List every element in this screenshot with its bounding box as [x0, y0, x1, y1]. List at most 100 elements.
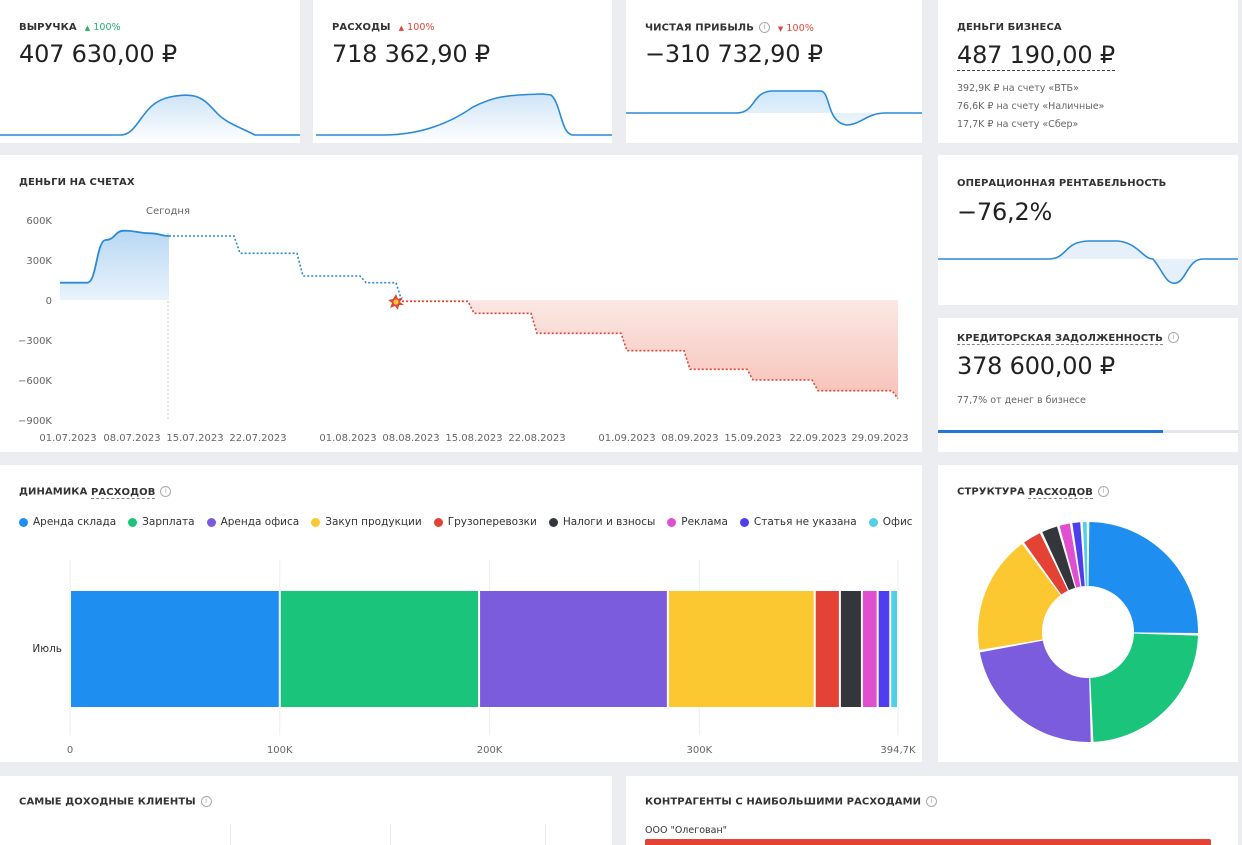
x-tick-label: 01.07.2023	[39, 433, 96, 444]
today-label: Сегодня	[146, 206, 190, 217]
x-tick-label: 01.09.2023	[598, 433, 655, 444]
donut-slice[interactable]	[1090, 633, 1198, 742]
donut-slice[interactable]	[1024, 533, 1068, 595]
bar-segment[interactable]	[878, 591, 890, 707]
legend-item[interactable]: Зарплата	[128, 516, 195, 528]
dynamics-title-prefix: ДИНАМИКА	[19, 486, 91, 498]
bar-segment[interactable]	[840, 591, 861, 707]
legend-label: Налоги и взносы	[562, 516, 656, 528]
top-clients-title: САМЫЕ ДОХОДНЫЕ КЛИЕНТЫ i	[19, 796, 212, 808]
info-icon[interactable]: i	[1097, 486, 1109, 497]
legend-item[interactable]: Аренда офиса	[206, 516, 299, 528]
bar-segment[interactable]	[891, 591, 897, 707]
payables-progress-track	[938, 430, 1238, 433]
bar-segment[interactable]	[280, 591, 479, 707]
donut-slice[interactable]	[979, 640, 1091, 742]
bar-segment[interactable]	[815, 591, 839, 707]
donut-slice[interactable]	[978, 544, 1061, 650]
profit-title-text: ЧИСТАЯ ПРИБЫЛЬ	[645, 22, 754, 34]
profit-title: ЧИСТАЯ ПРИБЫЛЬ i ▼ 100%	[645, 22, 814, 34]
operating-margin-sparkline	[938, 240, 1238, 284]
x-tick-label: 15.09.2023	[724, 433, 781, 444]
donut-slice[interactable]	[1042, 526, 1076, 591]
x-tick-label: 22.08.2023	[508, 433, 565, 444]
balance-chart: 600K 300K 0 −300K −600K −900K 01.07.2023 08.07…	[18, 206, 909, 444]
expenses-title: РАСХОДЫ ▲ 100%	[332, 22, 435, 33]
revenue-title-text: ВЫРУЧКА	[19, 22, 77, 33]
dynamics-title: ДИНАМИКА РАСХОДОВ i	[19, 486, 172, 499]
structure-donut	[978, 522, 1199, 742]
payables-title-link[interactable]: КРЕДИТОРСКАЯ ЗАДОЛЖЕННОСТЬ	[957, 332, 1163, 345]
legend-dot	[19, 517, 28, 527]
row-label: Июль	[32, 643, 62, 655]
revenue-change: ▲ 100%	[85, 22, 121, 33]
legend-dot	[739, 517, 749, 527]
y-tick-label: −300K	[18, 336, 52, 347]
y-tick-label: 600K	[26, 216, 52, 227]
expenses-sparkline	[316, 93, 612, 143]
info-icon[interactable]: i	[160, 486, 172, 497]
profit-change: ▼ 100%	[778, 23, 814, 34]
x-tick-label: 15.07.2023	[166, 433, 223, 444]
donut-slice[interactable]	[1059, 523, 1081, 588]
negative-forecast-area	[402, 300, 898, 399]
x-tick-label: 100K	[267, 745, 293, 756]
operating-margin-card[interactable]: ОПЕРАЦИОННАЯ РЕНТАБЕЛЬНОСТЬ −76,2%	[938, 155, 1238, 305]
donut-slice[interactable]	[1082, 522, 1088, 587]
x-tick-label: 22.09.2023	[789, 433, 846, 444]
top-clients-title-text: САМЫЕ ДОХОДНЫЕ КЛИЕНТЫ	[19, 796, 196, 808]
x-tick-label: 29.09.2023	[851, 433, 908, 444]
legend-item[interactable]: Аренда склада	[19, 516, 116, 528]
legend-item[interactable]: Реклама	[667, 516, 728, 528]
arrow-up-icon: ▲	[84, 24, 91, 32]
info-icon[interactable]: i	[200, 796, 212, 807]
money-value[interactable]: 487 190,00 ₽	[957, 41, 1115, 71]
donut-slice[interactable]	[1088, 522, 1199, 633]
revenue-sparkline	[0, 94, 300, 143]
legend-dot	[868, 517, 878, 527]
dynamics-chart: 0 100K 200K 300K 394,7K Июль	[32, 560, 916, 756]
legend-item[interactable]: Закуп продукции	[311, 516, 422, 528]
balance-card: ДЕНЬГИ НА СЧЕТАХ 600K 300K 0 −300K −600K −900…	[0, 155, 922, 452]
grid-line	[230, 824, 231, 845]
money-card[interactable]: ДЕНЬГИ БИЗНЕСА 487 190,00 ₽ 392,9K ₽ на …	[938, 0, 1238, 143]
x-tick-label: 01.08.2023	[319, 433, 376, 444]
legend-label: Статья не указана	[753, 516, 857, 528]
vendor-name[interactable]: ООО "Олегован"	[645, 825, 728, 836]
operating-margin-value: −76,2%	[957, 198, 1053, 226]
x-tick-label: 300K	[687, 745, 713, 756]
revenue-change-value: 100%	[93, 22, 121, 33]
info-icon[interactable]: i	[1167, 332, 1179, 343]
expenses-card[interactable]: РАСХОДЫ ▲ 100% 718 362,90 ₽	[313, 0, 612, 143]
legend-item[interactable]: Статья не указана	[739, 516, 857, 528]
info-icon[interactable]: i	[926, 796, 938, 807]
bar-segment[interactable]	[668, 591, 814, 707]
legend-item[interactable]: Налоги и взносы	[548, 516, 656, 528]
bar-segment[interactable]	[71, 591, 279, 707]
x-tick-label: 15.08.2023	[445, 433, 502, 444]
expenses-value: 718 362,90 ₽	[332, 40, 490, 68]
legend-label: Реклама	[681, 516, 728, 528]
revenue-title: ВЫРУЧКА ▲ 100%	[19, 22, 121, 33]
legend-item[interactable]: Грузоперевозки	[433, 516, 537, 528]
bar-segment[interactable]	[480, 591, 667, 707]
vendor-bar[interactable]	[645, 839, 1211, 845]
bar-segment[interactable]	[862, 591, 877, 707]
top-vendors-title: КОНТРАГЕНТЫ С НАИБОЛЬШИМИ РАСХОДАМИ i	[645, 796, 938, 808]
profit-change-value: 100%	[786, 22, 814, 34]
legend-dot	[311, 517, 321, 527]
profit-card[interactable]: ЧИСТАЯ ПРИБЫЛЬ i ▼ 100% −310 732,90 ₽	[626, 0, 922, 143]
dynamics-title-link[interactable]: РАСХОДОВ	[91, 486, 156, 499]
payables-value: 378 600,00 ₽	[957, 352, 1115, 380]
info-icon[interactable]: i	[758, 22, 770, 33]
expense-legend: Аренда склада Зарплата Аренда офиса Закуп п…	[19, 516, 913, 528]
revenue-card[interactable]: ВЫРУЧКА ▲ 100% 407 630,00 ₽	[0, 0, 300, 143]
balance-title: ДЕНЬГИ НА СЧЕТАХ	[19, 177, 135, 188]
legend-label: Офис	[882, 516, 913, 528]
payables-card[interactable]: КРЕДИТОРСКАЯ ЗАДОЛЖЕННОСТЬ i 378 600,00 ₽…	[938, 318, 1238, 452]
actual-area	[60, 230, 169, 300]
structure-title-link[interactable]: РАСХОДОВ	[1028, 486, 1093, 499]
legend-item[interactable]: Офис	[868, 516, 913, 528]
donut-slice[interactable]	[1072, 522, 1085, 587]
payables-progress-fill	[938, 430, 1163, 433]
